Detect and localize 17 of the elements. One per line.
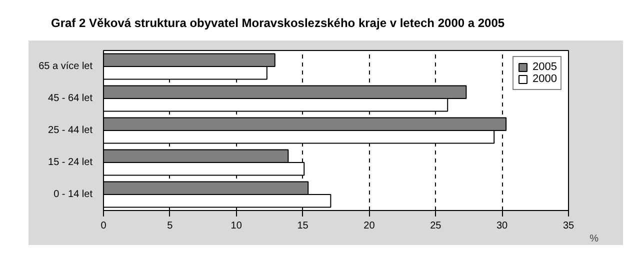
x-tick-label: 5 — [167, 220, 174, 232]
legend-label: 2000 — [532, 73, 557, 85]
x-tick-label: 35 — [562, 220, 574, 232]
x-tick-label: 20 — [364, 220, 376, 232]
x-tick-label: 0 — [100, 220, 107, 232]
x-axis-title: % — [590, 234, 599, 244]
x-tick-label: 25 — [430, 220, 442, 232]
y-tick-label: 65 a více let — [38, 61, 93, 72]
x-tick-label: 30 — [496, 220, 508, 232]
legend-label: 2005 — [532, 61, 557, 73]
y-tick-label: 45 - 64 let — [48, 93, 93, 104]
x-tick-label: 15 — [297, 220, 309, 232]
y-tick-label: 25 - 44 let — [48, 125, 93, 136]
y-tick-label: 0 - 14 let — [54, 189, 93, 200]
x-tick-label: 10 — [230, 220, 242, 232]
y-tick-label: 15 - 24 let — [48, 157, 93, 168]
chart-title: Graf 2 Věková struktura obyvatel Moravskoslezského kraje v letech 2000 a 2005 — [51, 15, 505, 32]
